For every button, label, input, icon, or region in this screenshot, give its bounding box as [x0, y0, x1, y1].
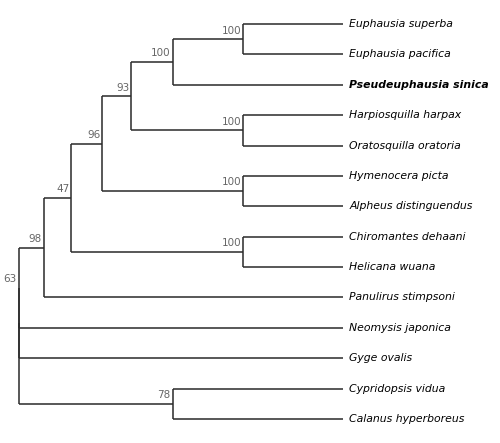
- Text: 100: 100: [222, 178, 242, 187]
- Text: Alpheus distinguendus: Alpheus distinguendus: [349, 201, 472, 211]
- Text: 78: 78: [158, 390, 171, 400]
- Text: Cypridopsis vidua: Cypridopsis vidua: [349, 384, 446, 393]
- Text: Hymenocera picta: Hymenocera picta: [349, 171, 448, 181]
- Text: Euphausia pacifica: Euphausia pacifica: [349, 50, 451, 59]
- Text: 93: 93: [116, 82, 130, 93]
- Text: Chiromantes dehaani: Chiromantes dehaani: [349, 232, 466, 242]
- Text: Oratosquilla oratoria: Oratosquilla oratoria: [349, 140, 461, 151]
- Text: 100: 100: [151, 48, 171, 58]
- Text: Neomysis japonica: Neomysis japonica: [349, 323, 451, 333]
- Text: 100: 100: [222, 26, 242, 35]
- Text: 96: 96: [87, 130, 100, 140]
- Text: Pseudeuphausia sinica: Pseudeuphausia sinica: [349, 80, 489, 90]
- Text: 98: 98: [28, 234, 42, 244]
- Text: 47: 47: [56, 184, 70, 194]
- Text: Gyge ovalis: Gyge ovalis: [349, 353, 412, 363]
- Text: Calanus hyperboreus: Calanus hyperboreus: [349, 414, 465, 424]
- Text: Helicana wuana: Helicana wuana: [349, 262, 436, 272]
- Text: 100: 100: [222, 117, 242, 127]
- Text: 63: 63: [4, 274, 17, 284]
- Text: Euphausia superba: Euphausia superba: [349, 19, 453, 29]
- Text: 100: 100: [222, 238, 242, 248]
- Text: Harpiosquilla harpax: Harpiosquilla harpax: [349, 110, 461, 120]
- Text: Panulirus stimpsoni: Panulirus stimpsoni: [349, 292, 455, 303]
